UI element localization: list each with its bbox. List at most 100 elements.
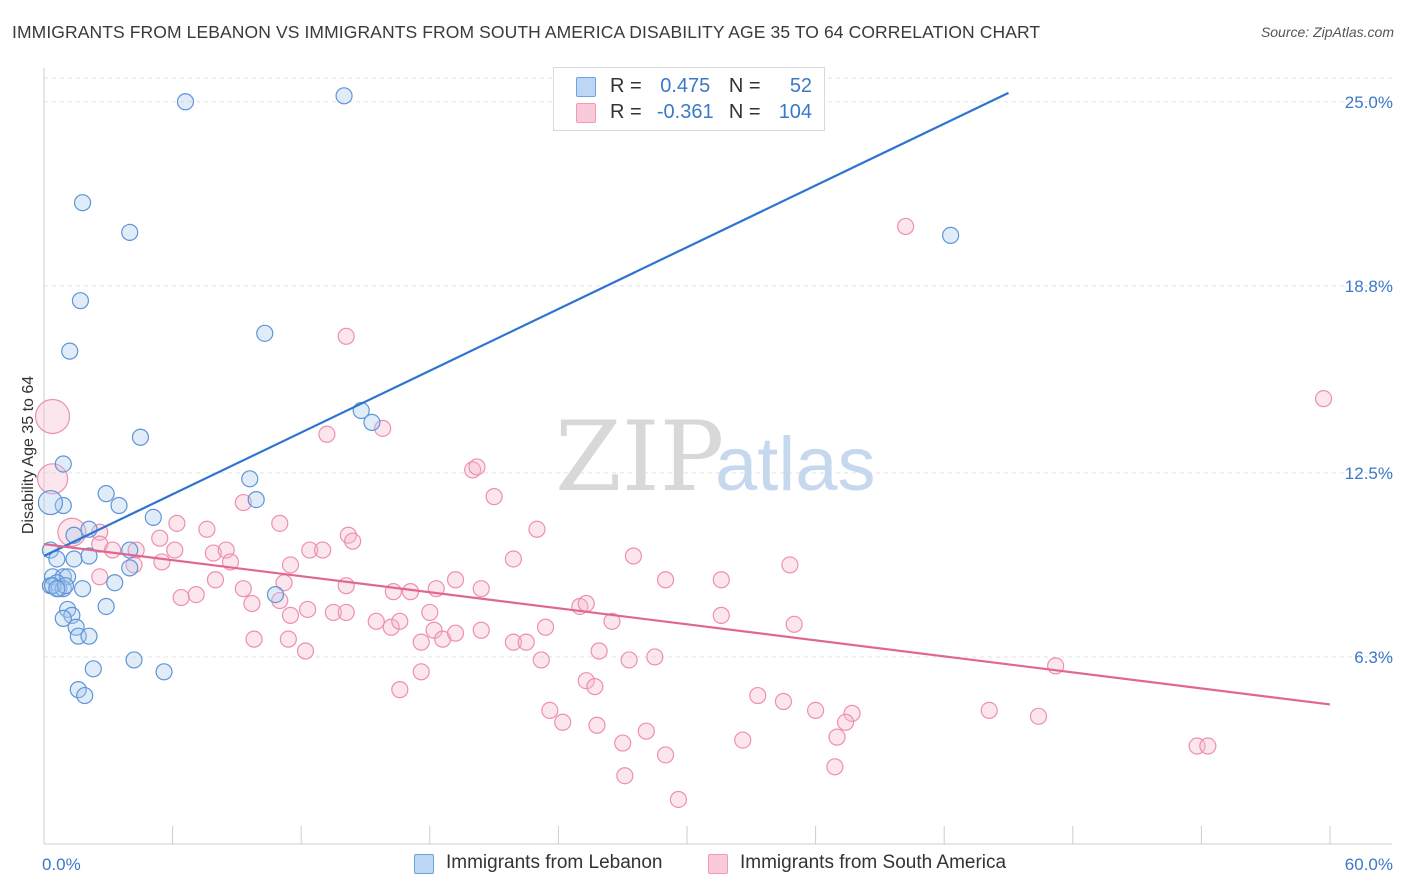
point-south-america <box>153 553 171 571</box>
point-south-america <box>734 731 752 749</box>
legend-n-label: N = <box>728 75 761 97</box>
legend-n-value: 52 <box>789 75 813 97</box>
x-tick-label-max: 60.0% <box>1345 855 1393 874</box>
point-lebanon <box>97 597 115 616</box>
point-lebanon <box>80 627 98 645</box>
point-south-america <box>446 624 465 642</box>
point-south-america <box>324 603 342 622</box>
axes <box>43 68 1392 845</box>
point-lebanon <box>69 681 87 699</box>
point-lebanon <box>73 194 92 212</box>
point-south-america <box>536 618 555 636</box>
point-south-america <box>1199 737 1217 755</box>
legend-swatch-south-america <box>576 103 596 123</box>
watermark: ZIP atlas <box>555 401 876 513</box>
point-south-america <box>749 686 767 705</box>
point-south-america <box>646 648 664 666</box>
point-south-america <box>637 722 655 740</box>
point-south-america <box>91 568 109 586</box>
point-lebanon <box>106 574 124 592</box>
point-south-america <box>577 672 595 690</box>
point-lebanon <box>54 609 72 627</box>
point-lebanon <box>121 223 139 241</box>
point-south-america <box>172 588 190 607</box>
point-south-america <box>656 571 675 589</box>
point-lebanon <box>80 547 98 565</box>
legend-r-value: -0.361 <box>656 101 714 123</box>
chart-title: IMMIGRANTS FROM LEBANON VS IMMIGRANTS FR… <box>12 22 1041 42</box>
point-south-america <box>614 734 632 752</box>
point-lebanon <box>363 413 381 432</box>
y-tick-label: 18.8% <box>1345 277 1393 296</box>
legend-r-label: R = <box>610 75 642 97</box>
watermark-atlas: atlas <box>715 422 876 507</box>
point-south-america <box>318 425 336 443</box>
point-lebanon <box>61 342 79 360</box>
x-tick-label-min: 0.0% <box>42 855 81 874</box>
point-south-america <box>391 612 409 630</box>
watermark-zip: ZIP <box>555 401 724 513</box>
point-south-america <box>554 713 572 731</box>
point-lebanon <box>155 663 173 681</box>
point-lebanon <box>37 489 64 516</box>
series-lebanon-points <box>37 87 960 705</box>
point-south-america <box>774 692 793 711</box>
point-south-america <box>401 583 420 601</box>
point-south-america <box>166 541 184 559</box>
point-south-america <box>603 612 621 630</box>
point-south-america <box>785 615 803 633</box>
point-south-america <box>806 701 825 719</box>
tick-labels: 6.3% 12.5% 18.8% 25.0% 0.0% 60.0% <box>42 93 1393 874</box>
point-south-america <box>1029 707 1048 725</box>
point-south-america <box>425 621 443 639</box>
source-credit: Source: ZipAtlas.com <box>1260 24 1394 40</box>
point-south-america <box>669 790 688 809</box>
point-lebanon <box>176 93 195 111</box>
point-lebanon <box>335 87 353 105</box>
point-south-america <box>198 520 216 538</box>
point-lebanon <box>110 496 128 515</box>
point-south-america <box>656 746 675 764</box>
point-south-america <box>103 541 122 559</box>
point-south-america <box>980 701 998 719</box>
legend-n-label: N = <box>728 101 761 123</box>
legend-swatch-lebanon <box>576 77 596 97</box>
point-lebanon <box>65 550 83 568</box>
point-south-america <box>837 713 855 731</box>
point-south-america <box>243 594 261 613</box>
point-lebanon <box>54 580 72 598</box>
point-lebanon <box>76 686 94 705</box>
point-south-america <box>296 642 315 660</box>
point-south-america <box>34 398 71 435</box>
point-south-america <box>541 701 559 719</box>
point-lebanon <box>247 490 265 509</box>
point-south-america <box>616 767 634 785</box>
point-lebanon <box>256 324 274 342</box>
trend-line-south-america <box>43 543 1331 706</box>
point-south-america <box>712 606 730 624</box>
point-south-america <box>301 541 319 559</box>
point-south-america <box>314 541 332 559</box>
point-south-america <box>245 630 263 648</box>
point-south-america <box>712 571 730 589</box>
point-south-america <box>517 633 535 651</box>
point-south-america <box>374 419 392 437</box>
point-south-america <box>421 603 439 622</box>
point-south-america <box>1314 390 1333 408</box>
point-south-america <box>781 556 799 574</box>
point-south-america <box>281 556 300 574</box>
point-south-america <box>468 458 486 476</box>
point-south-america <box>590 642 608 660</box>
y-tick-label: 25.0% <box>1345 93 1393 112</box>
point-south-america <box>299 600 317 619</box>
point-south-america <box>843 704 861 722</box>
point-south-america <box>588 716 606 734</box>
point-lebanon <box>54 455 72 473</box>
point-south-america <box>577 594 595 613</box>
point-south-america <box>828 728 846 746</box>
point-south-america <box>412 633 430 651</box>
point-south-america <box>168 514 186 532</box>
point-south-america <box>446 571 465 589</box>
point-south-america <box>234 493 252 512</box>
